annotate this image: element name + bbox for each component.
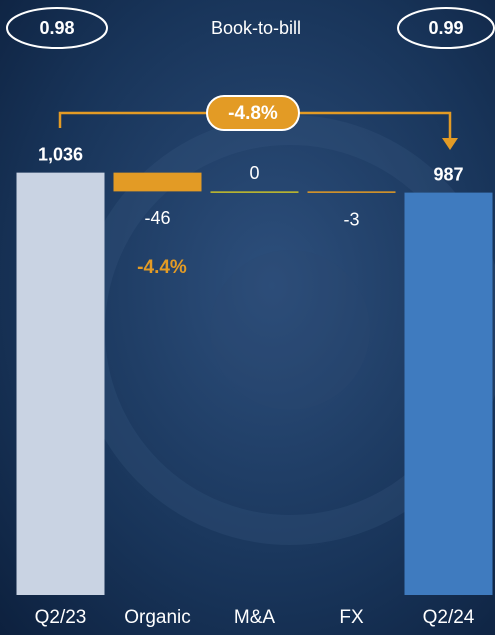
value-label: 987 (433, 164, 463, 184)
value-label: 0 (249, 163, 259, 183)
bar (404, 192, 493, 595)
value-label: -46 (144, 208, 170, 228)
bar (16, 172, 105, 595)
bar (113, 172, 202, 192)
book-to-bill-end: 0.99 (428, 18, 463, 38)
change-pill (206, 95, 300, 131)
x-tick-label: M&A (234, 607, 276, 628)
book-to-bill-start-ellipse (6, 7, 108, 49)
book-to-bill-start: 0.98 (39, 18, 74, 38)
book-to-bill-label: Book-to-bill (211, 18, 301, 38)
total-change: -4.8% (228, 103, 278, 124)
x-tick-label: Q2/24 (423, 607, 475, 628)
book-to-bill-end-ellipse (397, 7, 495, 49)
x-tick-label: Organic (124, 607, 191, 628)
bar (210, 191, 299, 193)
value-label: -3 (343, 209, 359, 229)
bar (307, 191, 396, 193)
x-tick-label: Q2/23 (35, 607, 87, 628)
change-arrowhead (442, 138, 458, 150)
backdrop-hub (210, 250, 370, 410)
organic-change: -4.4% (137, 257, 187, 278)
value-label: 1,036 (38, 144, 83, 164)
x-tick-label: FX (339, 607, 364, 628)
